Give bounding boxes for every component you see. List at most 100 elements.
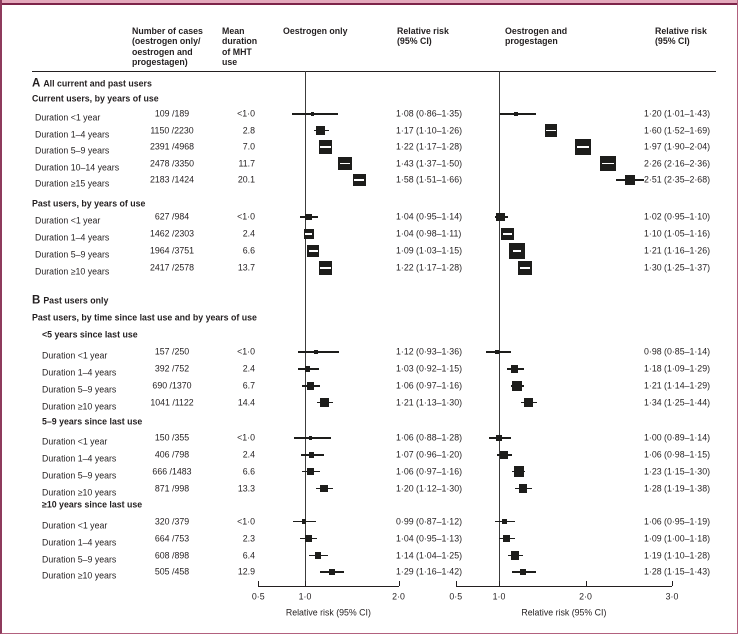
group-header: 5–9 years since last use bbox=[42, 416, 143, 427]
cases-value: 1150 /2230 bbox=[150, 125, 194, 136]
axis-tick bbox=[305, 581, 306, 586]
duration-value: 6.7 bbox=[242, 380, 255, 391]
top-accent-maroon bbox=[2, 3, 737, 5]
ref-line-combined bbox=[499, 71, 500, 586]
forest-square-oestrogen bbox=[316, 125, 326, 136]
column-header-cases: Number of cases (oestrogen only/ oestrog… bbox=[132, 26, 203, 68]
rr-ci-value-combined: 1·23 (1·15–1·30) bbox=[644, 466, 711, 477]
row-label: Duration 5–9 years bbox=[42, 554, 117, 565]
duration-value: 20.1 bbox=[237, 174, 255, 185]
forest-square-oestrogen bbox=[308, 436, 313, 440]
row-label: Duration ≥10 years bbox=[42, 401, 117, 412]
ci-line-oestrogen bbox=[291, 113, 338, 115]
rr-ci-value-combined: 1·60 (1·52–1·69) bbox=[644, 125, 711, 136]
forest-square-combined bbox=[513, 466, 525, 477]
forest-square-oestrogen bbox=[314, 350, 318, 354]
row-label: Duration ≥10 years bbox=[35, 266, 110, 277]
duration-value: 6.4 bbox=[242, 550, 255, 561]
axis-tick-label: 0·5 bbox=[449, 591, 463, 602]
section-header: B Past users only bbox=[32, 295, 108, 307]
cases-value: 608 /898 bbox=[154, 550, 190, 561]
group-header: <5 years since last use bbox=[42, 329, 138, 340]
row-label: Duration <1 year bbox=[35, 215, 101, 226]
row-label: Duration 10–14 years bbox=[35, 162, 120, 173]
ci-inner-line-oestrogen bbox=[354, 179, 365, 181]
cases-value: 505 /458 bbox=[154, 566, 190, 577]
rr-ci-value-combined: 2·51 (2·35–2·68) bbox=[644, 174, 711, 185]
row-label: Duration 1–4 years bbox=[35, 232, 110, 243]
axis-tick-label: 1·0 bbox=[298, 591, 312, 602]
forest-square-combined bbox=[510, 365, 519, 373]
ci-line-oestrogen bbox=[298, 351, 339, 353]
rr-ci-value-oestrogen: 1·04 (0·98–1·11) bbox=[396, 228, 462, 239]
axis-tick-label: 2·0 bbox=[392, 591, 405, 602]
rr-ci-value-combined: 1·30 (1·25–1·37) bbox=[644, 262, 711, 273]
forest-square-oestrogen bbox=[329, 568, 336, 576]
ci-inner-line-combined bbox=[546, 129, 556, 132]
row-label: Duration ≥10 years bbox=[42, 570, 117, 581]
rr-ci-value-combined: 2·26 (2·16–2·36) bbox=[644, 158, 711, 169]
x-axis bbox=[455, 586, 672, 587]
axis-tick bbox=[585, 581, 587, 586]
duration-value: 2.3 bbox=[242, 533, 255, 544]
duration-value: 2.4 bbox=[242, 449, 255, 460]
ci-line-oestrogen bbox=[293, 437, 332, 439]
forest-square-combined bbox=[511, 551, 520, 560]
forest-square-combined bbox=[500, 451, 508, 459]
ci-inner-line-oestrogen bbox=[320, 146, 331, 148]
cases-value: 664 /753 bbox=[154, 533, 190, 544]
row-label: Duration <1 year bbox=[42, 350, 108, 361]
rr-ci-value-combined: 1·21 (1·14–1·29) bbox=[644, 380, 711, 391]
forest-square-combined bbox=[523, 397, 533, 407]
rr-ci-value-oestrogen: 1·14 (1·04–1·25) bbox=[396, 550, 463, 561]
rr-ci-value-combined: 1·20 (1·01–1·43) bbox=[644, 108, 711, 119]
rr-ci-value-combined: 1·28 (1·15–1·43) bbox=[644, 566, 711, 577]
ci-inner-line-combined bbox=[512, 250, 522, 252]
row-label: Duration <1 year bbox=[42, 436, 108, 447]
duration-value: 14.4 bbox=[237, 397, 255, 408]
column-header-relative-risk-2: Relative risk (95% CI) bbox=[655, 26, 707, 47]
duration-value: 6.6 bbox=[242, 245, 255, 256]
header-rule bbox=[32, 71, 716, 72]
duration-value: 12.9 bbox=[237, 566, 255, 577]
rr-ci-value-combined: 1·06 (0·98–1·15) bbox=[644, 449, 711, 460]
group-header: Current users, by years of use bbox=[32, 93, 159, 104]
forest-square-oestrogen bbox=[305, 366, 311, 372]
axis-tick bbox=[258, 581, 260, 586]
duration-value: 11.7 bbox=[238, 158, 255, 169]
rr-ci-value-oestrogen: 1·43 (1·37–1·50) bbox=[396, 158, 463, 169]
cases-value: 2478 /3350 bbox=[149, 158, 195, 169]
ci-inner-line-oestrogen bbox=[308, 250, 318, 252]
axis-tick-label: 0·5 bbox=[251, 591, 265, 602]
rr-ci-value-oestrogen: 1·07 (0·96–1·20) bbox=[396, 449, 463, 460]
rr-ci-value-combined: 1·18 (1·09–1·29) bbox=[644, 363, 711, 374]
forest-square-combined bbox=[496, 435, 502, 441]
rr-ci-value-oestrogen: 1·21 (1·13–1·30) bbox=[396, 397, 463, 408]
rr-ci-value-oestrogen: 1·29 (1·16–1·42) bbox=[396, 566, 463, 577]
forest-square-combined bbox=[501, 518, 507, 525]
forest-square-oestrogen bbox=[307, 382, 315, 390]
rr-ci-value-combined: 1·06 (0·95–1·19) bbox=[644, 516, 711, 527]
section-title: All current and past users bbox=[43, 78, 152, 89]
duration-value: <1·0 bbox=[237, 516, 255, 527]
group-header: ≥10 years since last use bbox=[42, 499, 143, 510]
rr-ci-value-combined: 1·02 (0·95–1·10) bbox=[644, 211, 711, 222]
axis-tick-label: 1·0 bbox=[492, 591, 506, 602]
forest-square-oestrogen bbox=[308, 452, 315, 458]
duration-value: 6.6 bbox=[242, 466, 255, 477]
row-label: Duration <1 year bbox=[42, 520, 108, 531]
axis-tick bbox=[455, 581, 457, 586]
row-label: Duration 1–4 years bbox=[42, 537, 117, 548]
forest-square-combined bbox=[496, 212, 505, 222]
forest-square-combined bbox=[503, 534, 511, 543]
rr-ci-value-combined: 1·28 (1·19–1·38) bbox=[644, 483, 711, 494]
forest-square-combined bbox=[518, 484, 528, 493]
rr-ci-value-oestrogen: 1·06 (0·97–1·16) bbox=[396, 466, 463, 477]
row-label: Duration <1 year bbox=[35, 112, 101, 123]
forest-square-oestrogen bbox=[305, 213, 313, 221]
column-header-relative-risk-1: Relative risk (95% CI) bbox=[397, 26, 449, 47]
forest-square-oestrogen bbox=[301, 519, 307, 524]
ci-inner-line-combined bbox=[502, 233, 513, 235]
